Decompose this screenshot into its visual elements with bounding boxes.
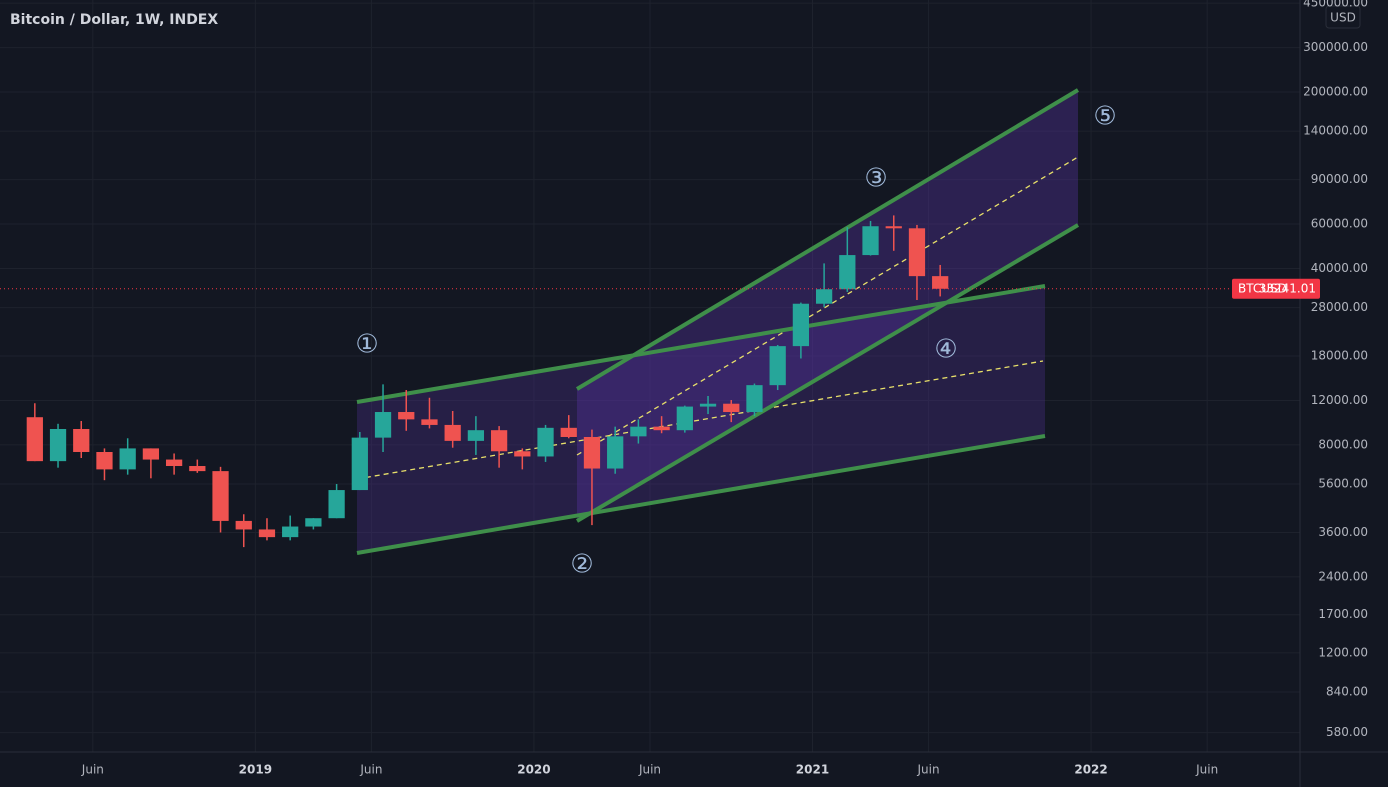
channel-line [356,434,1046,555]
x-tick-label: Juin [917,763,940,777]
candle-body [862,226,879,256]
candle-body [699,403,717,407]
candle-body [444,424,461,441]
y-tick-label: 450000.00 [1303,0,1368,10]
y-tick-label: 580.00 [1326,725,1368,739]
candle-body [607,436,624,469]
x-tick-label: 2021 [796,763,829,777]
candle-body [235,520,252,530]
last-price-box [1232,278,1320,299]
channel-midline [576,156,1079,456]
candles [26,215,949,548]
candle-body [212,471,229,521]
candle-body [583,436,601,469]
drawings [356,88,1080,555]
y-tick-label: 90000.00 [1311,172,1368,186]
y-tick-label: 12000.00 [1311,393,1368,407]
annotation: ⑤ [1093,102,1116,132]
annotation: ④ [934,335,957,365]
x-tick-label: Juin [81,763,104,777]
y-tick-label: 40000.00 [1311,261,1368,275]
x-tick-label: 2022 [1074,763,1107,777]
candle-body [351,437,368,491]
y-tick-label: 1200.00 [1318,645,1368,659]
y-tick-label: 2400.00 [1318,569,1368,583]
candle-body [258,529,276,538]
candle-body [769,346,786,386]
annotation: ② [570,550,593,580]
x-tick-label: Juin [1195,763,1218,777]
candle-body [189,466,206,472]
annotation: ① [355,330,378,360]
candle-body [560,427,577,437]
y-tick-label: 18000.00 [1311,349,1368,363]
currency-box [1325,5,1361,29]
channel-line [356,284,1046,404]
candle-body [932,276,949,289]
candle-body [49,429,67,462]
candle-body [815,289,833,304]
candle-body [514,451,531,457]
channel-line [575,223,1080,523]
y-tick-label: 8000.00 [1318,437,1368,451]
y-tick-label: 1700.00 [1318,607,1368,621]
candle-body [630,426,647,437]
x-tick-label: Juin [359,763,382,777]
candle-body [165,459,183,467]
candle-body [119,448,136,470]
candle-body [96,451,113,470]
candle-body [723,403,740,413]
channel-line [575,88,1080,391]
candle-body [73,429,90,452]
y-tick-label: 140000.00 [1303,124,1368,138]
candle-body [839,255,856,290]
candle-body [328,490,345,519]
y-tick-label: 300000.00 [1303,40,1368,54]
y-tick-label: 840.00 [1326,685,1368,699]
candle-body [653,426,670,431]
grid [0,0,1300,752]
candle-body [142,448,160,460]
channel-fill [357,286,1045,553]
y-tick-label: 60000.00 [1311,217,1368,231]
candle-body [792,303,810,347]
y-tick-label: 28000.00 [1311,300,1368,314]
candle-body [421,419,438,425]
chart-title: Bitcoin / Dollar, 1W, INDEX [10,12,218,28]
last-price-value: 33241.01 [1259,281,1316,295]
candle-body [885,226,902,229]
x-tick-label: Juin [638,763,661,777]
last-price-symbol: BTCUSD [1238,281,1287,295]
candle-body [537,427,554,457]
candle-body [282,526,299,538]
candle-body [26,417,43,462]
annotation: ③ [864,164,887,194]
candle-body [676,406,693,431]
y-tick-label: 200000.00 [1303,85,1368,99]
y-tick-label: 3600.00 [1318,525,1368,539]
candle-body [398,412,415,420]
candle-body [467,430,485,441]
candle-body [374,412,392,438]
currency: USD [1330,11,1356,25]
x-tick-label: 2019 [239,763,272,777]
candle-body [908,228,926,277]
candle-body [305,518,322,527]
x-tick-label: 2020 [517,763,550,777]
candle-body [490,430,508,452]
candle-body [746,385,763,413]
channel-midline [356,360,1044,480]
y-tick-label: 5600.00 [1318,477,1368,491]
